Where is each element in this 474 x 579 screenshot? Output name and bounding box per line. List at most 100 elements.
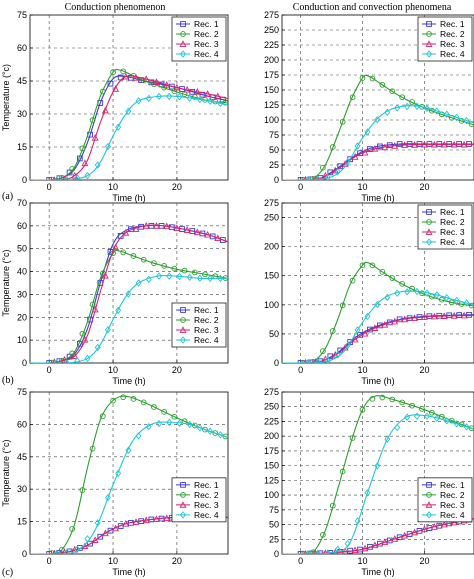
series-group xyxy=(282,394,474,554)
data-point-rec-4 xyxy=(207,97,214,105)
y-tick-label: 75 xyxy=(17,387,27,397)
legend-label-rec-1: Rec. 1 xyxy=(194,480,219,490)
plot-area xyxy=(281,391,474,555)
data-point-rec-3 xyxy=(313,549,318,554)
data-point-rec-4 xyxy=(324,549,331,554)
legend-marker xyxy=(180,31,186,37)
x-tick-label: 0 xyxy=(298,365,303,375)
legend-label-rec-3: Rec. 3 xyxy=(440,39,465,49)
data-point-rec-3 xyxy=(112,524,120,532)
data-point-rec-3 xyxy=(411,528,418,536)
data-point-rec-4 xyxy=(384,435,391,443)
x-axis-label: Time (h) xyxy=(361,567,394,577)
data-point-rec-2 xyxy=(140,256,147,263)
data-point-rec-3 xyxy=(81,159,89,167)
data-point-rec-3 xyxy=(193,88,201,95)
data-point-rec-3 xyxy=(91,133,99,141)
legend-label-rec-3: Rec. 3 xyxy=(194,39,219,49)
data-point-rec-3 xyxy=(351,546,359,553)
data-point-rec-2 xyxy=(79,145,86,152)
data-point-rec-4 xyxy=(217,274,224,283)
data-point-rec-2 xyxy=(329,502,336,509)
data-point-rec-2 xyxy=(69,526,76,532)
y-tick-label: 175 xyxy=(264,446,279,456)
data-point-rec-4 xyxy=(423,289,430,297)
data-point-rec-4 xyxy=(423,412,430,420)
data-point-rec-4 xyxy=(176,419,183,427)
data-point-rec-4 xyxy=(104,493,111,502)
data-point-rec-3 xyxy=(142,75,150,83)
data-point-rec-3 xyxy=(153,78,160,85)
x-tick-label: 10 xyxy=(358,556,368,566)
data-point-rec-1 xyxy=(426,141,433,147)
data-point-rec-4 xyxy=(196,95,203,104)
legend-label-rec-1: Rec. 1 xyxy=(194,305,219,315)
data-point-rec-4 xyxy=(125,446,132,455)
data-point-rec-4 xyxy=(344,158,351,166)
data-point-rec-3 xyxy=(381,321,389,328)
legend-label-rec-2: Rec. 2 xyxy=(440,490,465,500)
data-point-rec-4 xyxy=(145,94,152,103)
y-tick-label: 60 xyxy=(17,419,27,429)
data-point-rec-3 xyxy=(132,73,140,81)
legend-marker xyxy=(180,511,186,519)
y-tick-label: 250 xyxy=(264,402,279,412)
y-tick-label: 75 xyxy=(269,505,279,515)
x-tick-label: 20 xyxy=(419,556,429,566)
legend-marker xyxy=(426,511,432,519)
data-point-rec-1 xyxy=(466,141,472,147)
x-tick-label: 20 xyxy=(419,182,429,192)
data-point-rec-3 xyxy=(61,356,68,363)
x-tick-label: 10 xyxy=(108,556,118,566)
legend-label-rec-3: Rec. 3 xyxy=(194,325,219,335)
data-point-rec-2 xyxy=(69,166,76,172)
data-point-rec-1 xyxy=(297,360,304,363)
data-point-rec-4 xyxy=(115,306,122,315)
data-point-rec-4 xyxy=(463,423,470,431)
data-point-rec-3 xyxy=(122,519,130,527)
data-point-rec-4 xyxy=(196,424,203,432)
data-point-rec-3 xyxy=(101,106,109,114)
legend-label-rec-4: Rec. 4 xyxy=(440,49,465,59)
data-point-rec-3 xyxy=(313,358,318,363)
series-line-rec-4 xyxy=(282,414,474,554)
data-point-rec-2 xyxy=(79,487,86,493)
data-point-rec-4 xyxy=(344,539,351,548)
data-point-rec-2 xyxy=(161,263,167,269)
x-tick-label: 20 xyxy=(419,365,429,375)
data-point-rec-1 xyxy=(46,360,53,363)
legend-marker xyxy=(179,40,187,47)
x-tick-label: 10 xyxy=(108,182,118,192)
series-group xyxy=(282,261,474,363)
data-point-rec-3 xyxy=(122,228,130,236)
data-point-rec-3 xyxy=(61,548,68,554)
x-axis-label: Time (h) xyxy=(112,376,145,386)
data-point-rec-4 xyxy=(156,272,162,280)
data-point-rec-4 xyxy=(453,296,460,305)
data-point-rec-4 xyxy=(84,171,91,180)
legend-label-rec-2: Rec. 2 xyxy=(194,315,219,325)
data-point-rec-3 xyxy=(331,351,339,358)
legend-label-rec-4: Rec. 4 xyxy=(440,237,465,247)
data-point-rec-4 xyxy=(207,274,214,283)
data-point-rec-2 xyxy=(191,269,198,276)
data-point-rec-2 xyxy=(339,118,346,125)
data-point-rec-4 xyxy=(115,123,122,131)
data-point-rec-1 xyxy=(406,141,413,147)
data-point-rec-2 xyxy=(399,94,406,101)
x-tick-label: 20 xyxy=(172,365,182,375)
data-point-rec-4 xyxy=(374,300,381,309)
legend-marker xyxy=(180,492,186,498)
legend-marker xyxy=(426,31,432,37)
y-tick-label: 125 xyxy=(264,475,279,485)
data-point-rec-2 xyxy=(120,68,127,75)
data-point-rec-3 xyxy=(411,141,418,148)
data-point-rec-2 xyxy=(99,413,106,420)
series-line-rec-3 xyxy=(282,144,474,180)
y-axis-label: Temperature (°c) xyxy=(1,249,11,316)
series-group xyxy=(30,68,228,180)
